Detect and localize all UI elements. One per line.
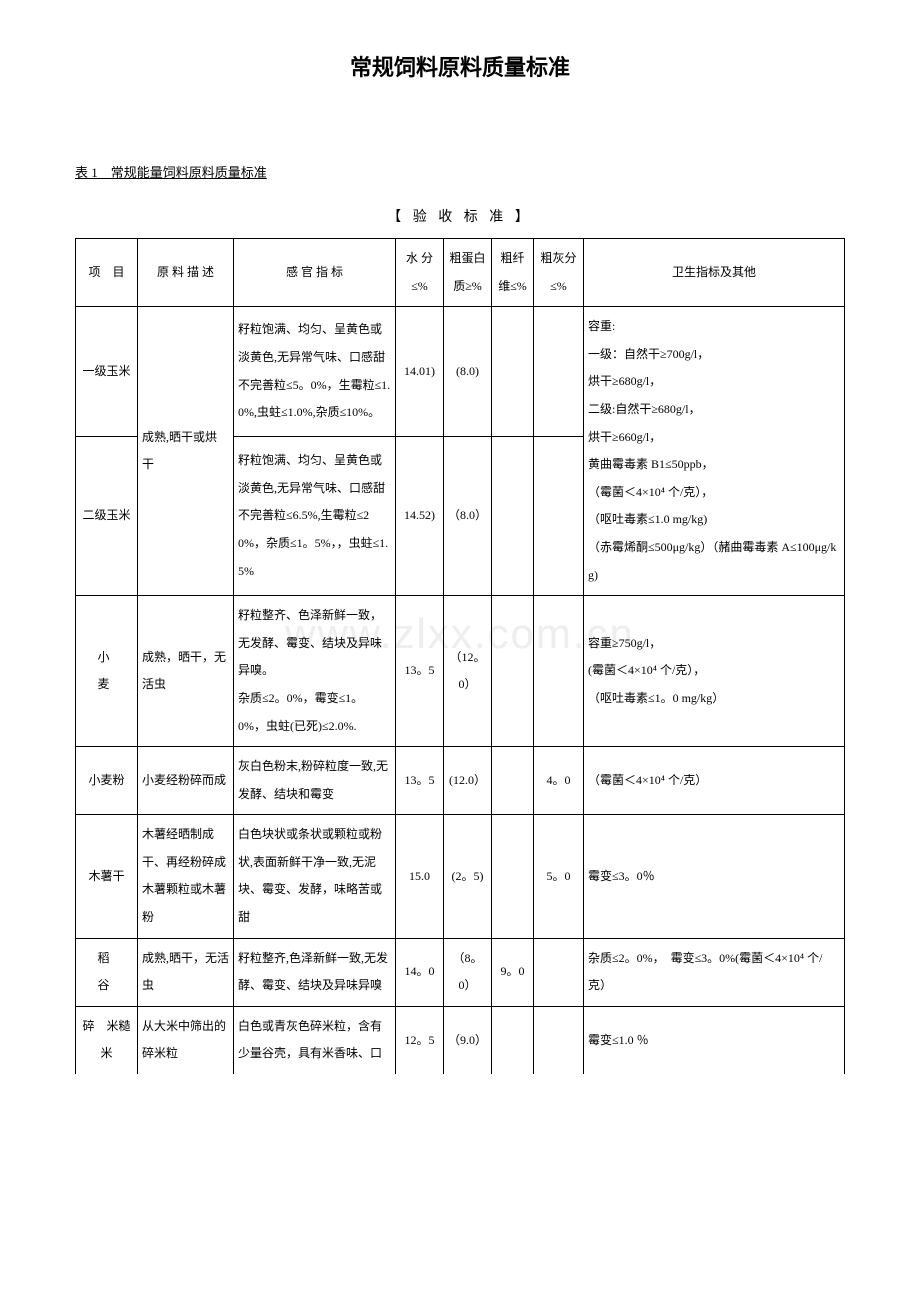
cell-health: 霉变≤3。0％ <box>584 815 845 938</box>
col-ash: 粗灰分≤% <box>534 239 584 307</box>
cell-water: 14.01) <box>396 307 444 437</box>
cell-item: 木薯干 <box>76 815 138 938</box>
cell-health: 杂质≤2。0%， 霉变≤3。0%(霉菌＜4×10⁴ 个/克） <box>584 938 845 1006</box>
cell-water: 13。5 <box>396 747 444 815</box>
cell-ash: 5。0 <box>534 815 584 938</box>
cell-water: 13。5 <box>396 596 444 747</box>
cell-protein: （8.0） <box>444 437 492 596</box>
col-protein: 粗蛋白质≥% <box>444 239 492 307</box>
cell-item: 碎 米糙 米 <box>76 1006 138 1074</box>
col-item: 项 目 <box>76 239 138 307</box>
table-row: 稻 谷 成熟,晒干，无活虫 籽粒整齐,色泽新鲜一致,无发酵、霉变、结块及异味异嗅… <box>76 938 845 1006</box>
document-title: 常规饲料原料质量标准 <box>75 50 845 82</box>
cell-health: 容重: 一级：自然干≥700g/l， 烘干≥680g/l， 二级:自然干≥680… <box>584 307 845 596</box>
table-row: 木薯干 木薯经晒制成干、再经粉碎成木薯颗粒或木薯粉 白色块状或条状或颗粒或粉状,… <box>76 815 845 938</box>
cell-fiber <box>492 437 534 596</box>
table-row: 一级玉米 成熟,晒干或烘干 籽粒饱满、均匀、呈黄色或淡黄色,无异常气味、口感甜不… <box>76 307 845 437</box>
cell-item: 二级玉米 <box>76 437 138 596</box>
cell-health: （霉菌＜4×10⁴ 个/克） <box>584 747 845 815</box>
table-row: 小麦粉 小麦经粉碎而成 灰白色粉末,粉碎粒度一致,无发酵、结块和霉变 13。5 … <box>76 747 845 815</box>
cell-health: 容重≥750g/l， (霉菌＜4×10⁴ 个/克）， （呕吐毒素≤1。0 mg/… <box>584 596 845 747</box>
cell-desc: 从大米中筛出的碎米粒 <box>138 1006 234 1074</box>
cell-water: 15.0 <box>396 815 444 938</box>
cell-sense: 籽粒整齐,色泽新鲜一致,无发酵、霉变、结块及异味异嗅 <box>234 938 396 1006</box>
cell-desc: 成熟，晒干，无活虫 <box>138 596 234 747</box>
cell-ash <box>534 437 584 596</box>
table-row: 碎 米糙 米 从大米中筛出的碎米粒 白色或青灰色碎米粒，含有少量谷壳，具有米香味… <box>76 1006 845 1074</box>
cell-protein: （12。0） <box>444 596 492 747</box>
cell-ash <box>534 938 584 1006</box>
cell-fiber: 9。0 <box>492 938 534 1006</box>
table-caption: 表 1 常规能量饲料原料质量标准 <box>75 162 845 181</box>
cell-water: 14.52) <box>396 437 444 596</box>
cell-protein: (12.0） <box>444 747 492 815</box>
standards-table: 项 目 原 料 描 述 感 官 指 标 水 分≤% 粗蛋白质≥% 粗纤维≤% 粗… <box>75 238 845 1074</box>
cell-health: 霉变≤1.0 ％ <box>584 1006 845 1074</box>
cell-protein: （8。0） <box>444 938 492 1006</box>
cell-ash <box>534 596 584 747</box>
cell-ash: 4。0 <box>534 747 584 815</box>
cell-fiber <box>492 596 534 747</box>
cell-sense: 籽粒饱满、均匀、呈黄色或淡黄色,无异常气味、口感甜不完善粒≤5。0%，生霉粒≤1… <box>234 307 396 437</box>
cell-desc: 成熟,晒干或烘干 <box>138 307 234 596</box>
cell-protein: (8.0) <box>444 307 492 437</box>
col-water: 水 分≤% <box>396 239 444 307</box>
cell-ash <box>534 307 584 437</box>
table-row: 小 麦 成熟，晒干，无活虫 籽粒整齐、色泽新鲜一致，无发酵、霉变、结块及异味异嗅… <box>76 596 845 747</box>
cell-fiber <box>492 747 534 815</box>
cell-sense: 白色或青灰色碎米粒，含有少量谷壳，具有米香味、口 <box>234 1006 396 1074</box>
cell-item: 小麦粉 <box>76 747 138 815</box>
col-desc: 原 料 描 述 <box>138 239 234 307</box>
col-health: 卫生指标及其他 <box>584 239 845 307</box>
cell-fiber <box>492 815 534 938</box>
cell-item: 稻 谷 <box>76 938 138 1006</box>
cell-fiber <box>492 307 534 437</box>
cell-ash <box>534 1006 584 1074</box>
col-sense: 感 官 指 标 <box>234 239 396 307</box>
cell-sense: 灰白色粉末,粉碎粒度一致,无发酵、结块和霉变 <box>234 747 396 815</box>
cell-protein: （9.0） <box>444 1006 492 1074</box>
cell-sense: 白色块状或条状或颗粒或粉状,表面新鲜干净一致,无泥块、霉变、发酵，味略苦或甜 <box>234 815 396 938</box>
cell-item: 一级玉米 <box>76 307 138 437</box>
cell-protein: (2。5) <box>444 815 492 938</box>
cell-sense: 籽粒整齐、色泽新鲜一致，无发酵、霉变、结块及异味异嗅。 杂质≤2。0%，霉变≤1… <box>234 596 396 747</box>
cell-desc: 木薯经晒制成干、再经粉碎成木薯颗粒或木薯粉 <box>138 815 234 938</box>
cell-desc: 小麦经粉碎而成 <box>138 747 234 815</box>
cell-water: 12。5 <box>396 1006 444 1074</box>
cell-item: 小 麦 <box>76 596 138 747</box>
cell-desc: 成熟,晒干，无活虫 <box>138 938 234 1006</box>
cell-water: 14。0 <box>396 938 444 1006</box>
col-fiber: 粗纤维≤% <box>492 239 534 307</box>
table-header-row: 项 目 原 料 描 述 感 官 指 标 水 分≤% 粗蛋白质≥% 粗纤维≤% 粗… <box>76 239 845 307</box>
cell-sense: 籽粒饱满、均匀、呈黄色或淡黄色,无异常气味、口感甜不完善粒≤6.5%,生霉粒≤2… <box>234 437 396 596</box>
cell-fiber <box>492 1006 534 1074</box>
table-subheader: 【 验 收 标 准 】 <box>75 206 845 226</box>
